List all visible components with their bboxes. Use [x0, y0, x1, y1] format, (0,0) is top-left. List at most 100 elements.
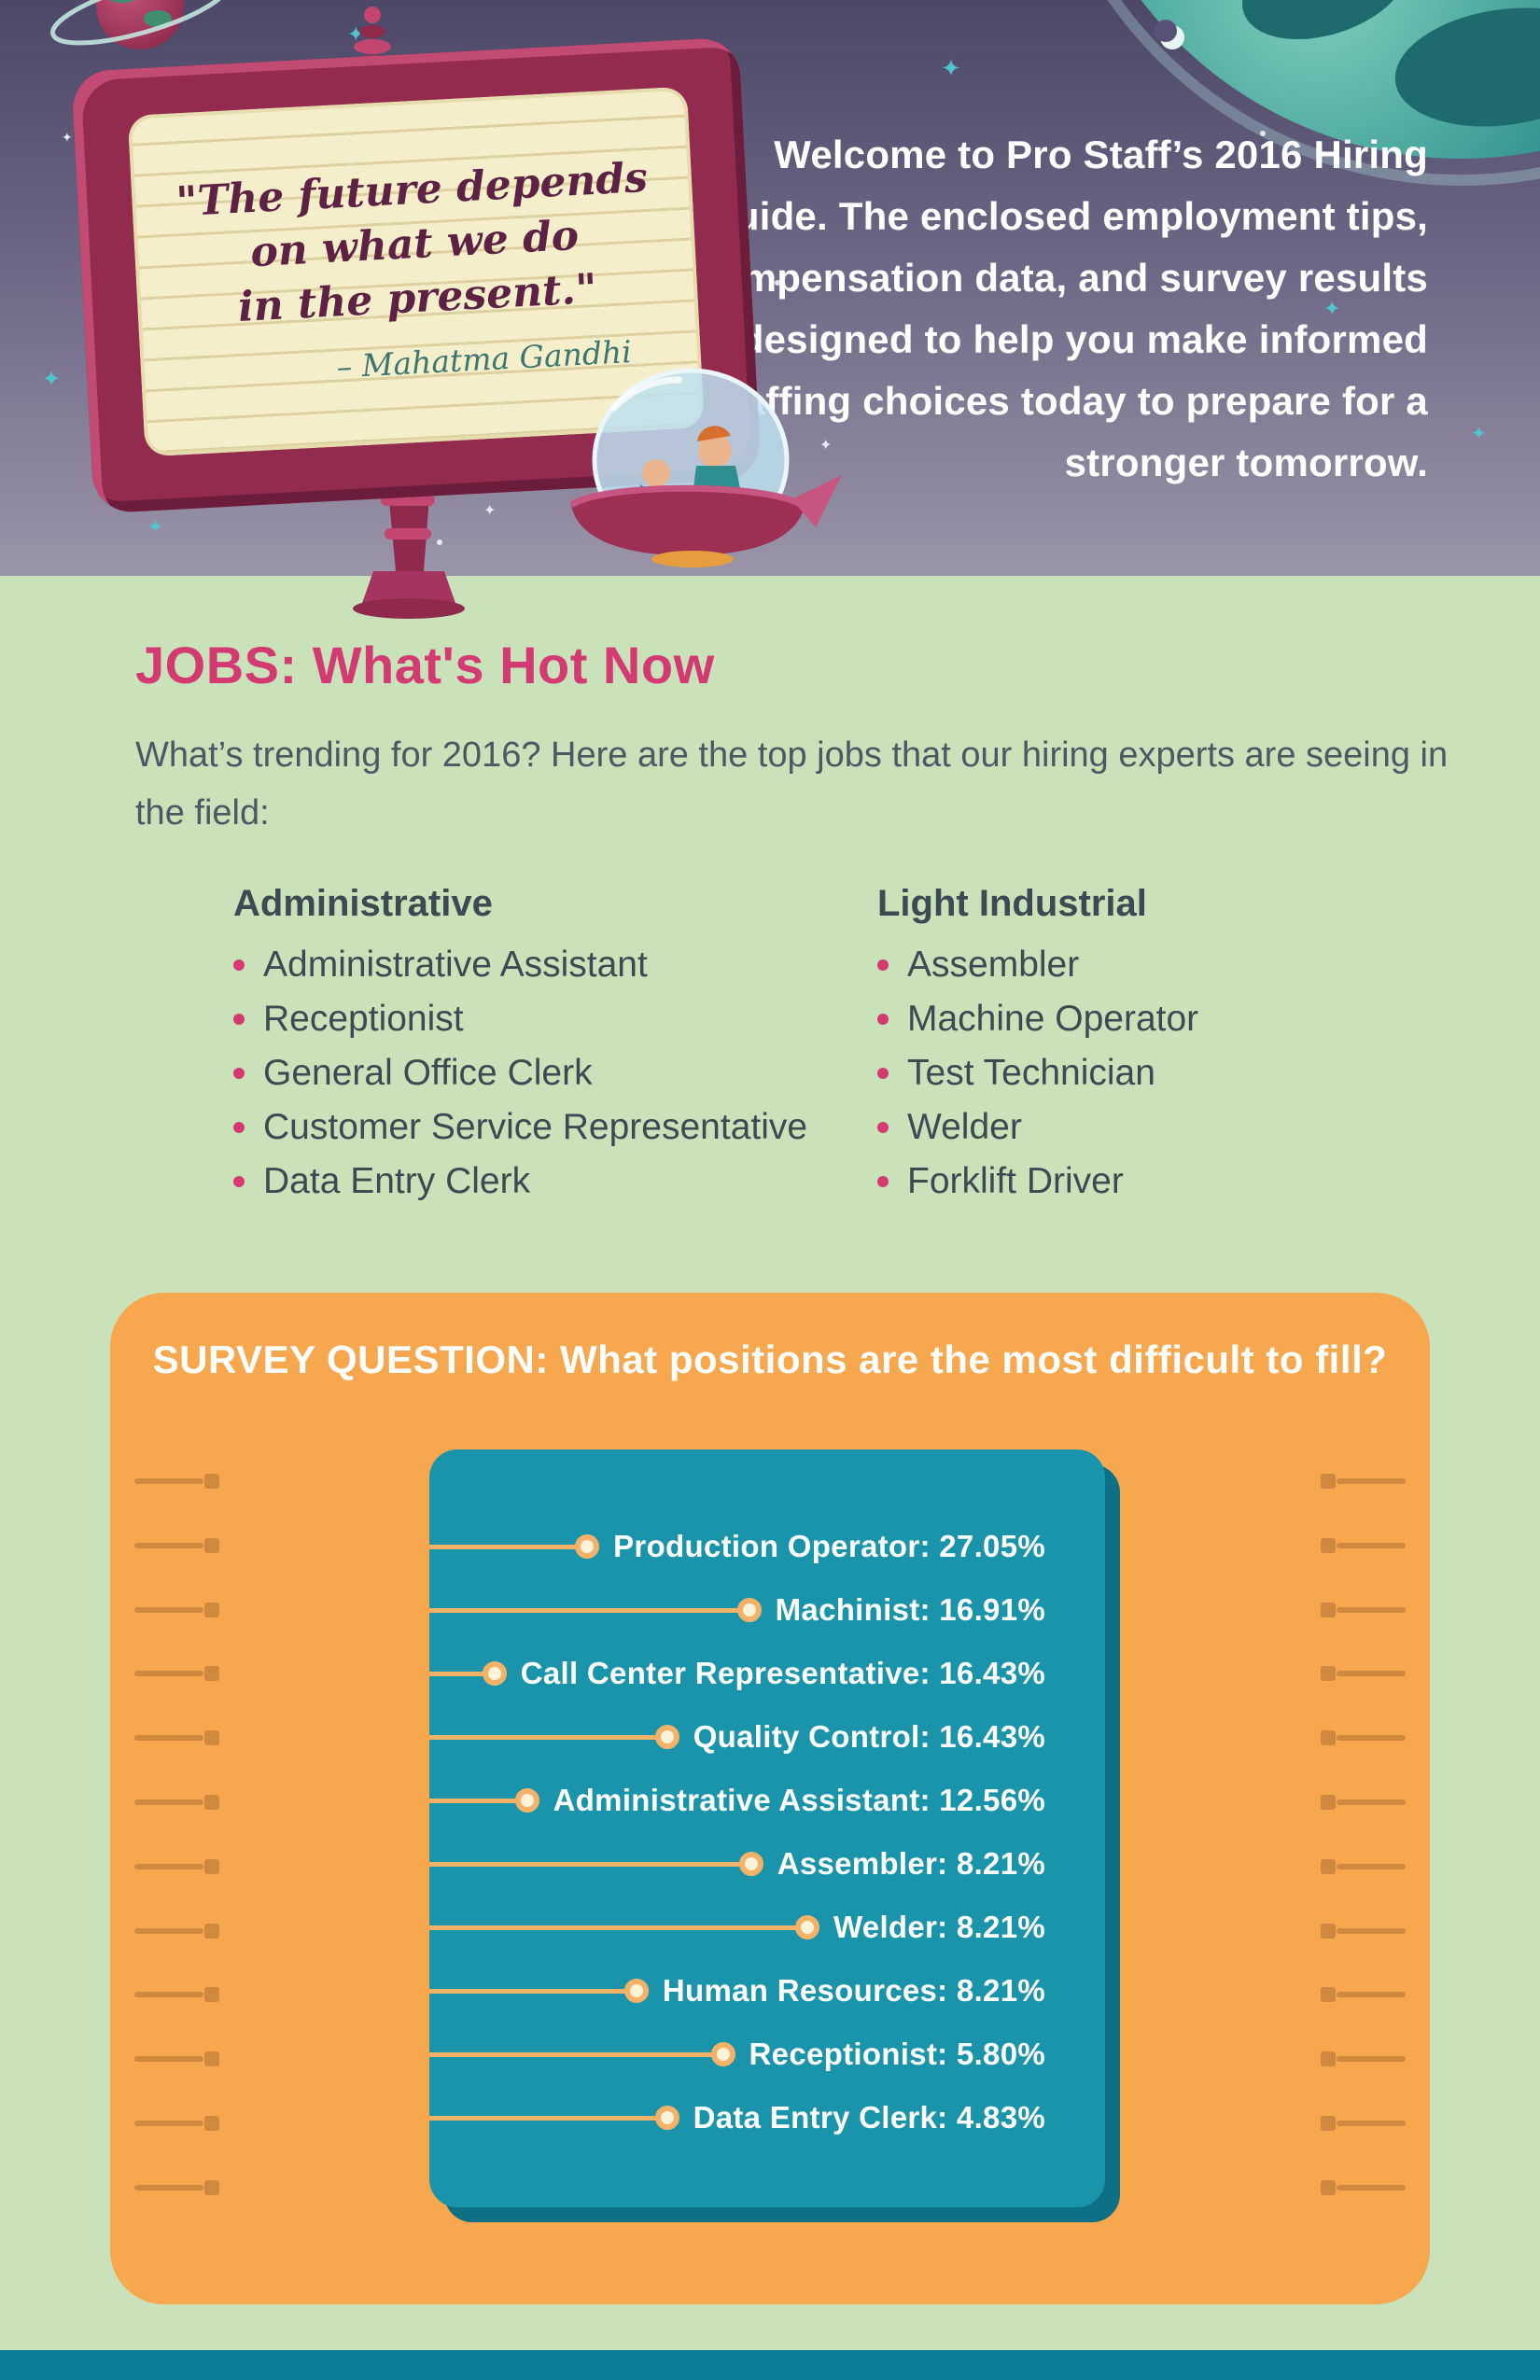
job-item: Machine Operator [877, 992, 1198, 1046]
chart-row-label: Data Entry Clerk: 4.83% [693, 2100, 1045, 2135]
star-dot-icon [775, 280, 780, 286]
quote-text: "The future depends on what we do in the p… [157, 149, 672, 338]
job-list: Assembler Machine Operator Test Technician… [877, 938, 1198, 1209]
chart-point-icon [736, 1598, 762, 1622]
job-list: Administrative Assistant Receptionist Gene… [233, 938, 807, 1209]
decorative-rung-icon [134, 1603, 219, 1617]
bullet-icon [233, 1014, 245, 1025]
bullet-icon [877, 959, 889, 971]
decorative-rung-icon [1321, 1924, 1406, 1939]
chart-row-label: Call Center Representative: 16.43% [520, 1656, 1045, 1690]
decorative-rung-icon [1321, 1795, 1406, 1810]
job-item-label: Forklift Driver [907, 1161, 1124, 1201]
job-item-label: General Office Clerk [263, 1053, 593, 1093]
decorative-rung-icon [134, 1730, 219, 1745]
job-item: Forklift Driver [877, 1155, 1198, 1209]
job-item-label: Test Technician [907, 1053, 1155, 1093]
star-dot-icon [1260, 131, 1266, 136]
job-item-label: Assembler [907, 945, 1080, 985]
chart-row-label: Quality Control: 16.43% [693, 1719, 1045, 1754]
spaceship-icon [569, 368, 842, 567]
bullet-icon [233, 1068, 245, 1079]
decorative-rung-icon [134, 1538, 219, 1553]
chart-point-icon [514, 1788, 539, 1813]
chart-row: Administrative Assistant: 12.56% [429, 1769, 1105, 1832]
decorative-rung-icon [134, 1987, 219, 2002]
survey-card: SURVEY QUESTION: What positions are the … [110, 1293, 1430, 2304]
decorative-rung-icon [1321, 2180, 1406, 2195]
chart-line [429, 1988, 625, 1994]
chart-line [429, 1734, 656, 1740]
chart-row: Production Operator: 27.05% [429, 1515, 1105, 1578]
job-item-label: Administrative Assistant [263, 945, 648, 985]
decorative-rung-icon [1321, 1987, 1406, 2002]
decorative-rung-icon [1321, 1538, 1406, 1553]
job-item: Test Technician [877, 1046, 1198, 1100]
decorative-rung-icon [1321, 1666, 1406, 1681]
chart-row: Machinist: 16.91% [429, 1578, 1105, 1642]
job-item-label: Welder [907, 1107, 1022, 1147]
decorative-rung-icon [134, 1924, 219, 1939]
chart-row: Data Entry Clerk: 4.83% [429, 2086, 1105, 2149]
job-item-label: Machine Operator [907, 999, 1199, 1039]
decorative-rung-icon [1321, 1474, 1406, 1489]
welcome-line: stronger tomorrow. [1064, 441, 1428, 484]
bullet-icon [877, 1014, 889, 1025]
job-column: Light Industrial Assembler Machine Operat… [877, 883, 1198, 1209]
bullet-icon [233, 1122, 245, 1133]
welcome-line: staffing choices today to prepare for a [708, 379, 1428, 423]
chart-line [429, 2051, 712, 2057]
job-item: General Office Clerk [233, 1046, 807, 1100]
chart-row-label: Assembler: 8.21% [777, 1846, 1045, 1881]
job-item: Receptionist [233, 992, 807, 1046]
bullet-icon [877, 1176, 889, 1187]
job-column: Administrative Administrative Assistant R… [233, 883, 807, 1209]
decorative-rung-icon [134, 2051, 219, 2066]
jobs-section-title: JOBS: What's Hot Now [135, 636, 715, 694]
job-column-header: Light Industrial [877, 883, 1147, 924]
decorative-rung-icon [1321, 1603, 1406, 1617]
welcome-line: Welcome to Pro Staff’s 2016 Hiring [774, 133, 1428, 176]
chart-point-icon [738, 1852, 763, 1876]
chart-row-label: Human Resources: 8.21% [662, 1973, 1045, 2008]
chart-point-icon [482, 1661, 507, 1686]
chart-point-icon [710, 2042, 735, 2066]
chart-line [429, 1861, 740, 1867]
planet-ringed-icon [50, 0, 230, 49]
welcome-text: Welcome to Pro Staff’s 2016 Hiring Guide.… [513, 124, 1428, 494]
chart-row: Human Resources: 8.21% [429, 1959, 1105, 2023]
chart-row: Call Center Representative: 16.43% [429, 1642, 1105, 1705]
job-item-label: Data Entry Clerk [263, 1161, 531, 1201]
job-item: Assembler [877, 938, 1198, 992]
decorative-rung-icon [1321, 1730, 1406, 1745]
chart-point-icon [654, 2106, 679, 2130]
chart-line [429, 1798, 516, 1803]
survey-question-title: SURVEY QUESTION: What positions are the … [152, 1337, 1388, 1381]
job-item: Welder [877, 1100, 1198, 1155]
moon-icon [1155, 20, 1184, 49]
job-column-header: Administrative [233, 883, 493, 924]
welcome-line: Guide. The enclosed employment tips, [704, 194, 1428, 238]
welcome-line: compensation data, and survey results [695, 256, 1428, 300]
decorative-rung-icon [134, 2180, 219, 2195]
chart-row-label: Production Operator: 27.05% [613, 1529, 1045, 1563]
survey-chart-panel: Production Operator: 27.05% Machinist: 1… [429, 1449, 1105, 2207]
bullet-icon [233, 959, 245, 971]
chart-line [429, 1925, 796, 1930]
planet-large-icon [1107, 0, 1540, 186]
decorative-rung-icon [134, 1474, 219, 1489]
bullet-icon [233, 1176, 245, 1187]
decorative-rung-icon [1321, 2051, 1406, 2066]
decorative-rung-icon [134, 1859, 219, 1874]
job-item: Data Entry Clerk [233, 1155, 807, 1209]
welcome-line: are designed to help you make informed [669, 317, 1428, 361]
job-item: Customer Service Representative [233, 1100, 807, 1155]
footer-bar [0, 2350, 1540, 2380]
chart-row: Assembler: 8.21% [429, 1832, 1105, 1896]
chart-point-icon [654, 1725, 679, 1749]
chart-line [429, 1544, 577, 1549]
chart-row-label: Administrative Assistant: 12.56% [553, 1783, 1045, 1817]
jobs-intro: What’s trending for 2016? Here are the t… [135, 735, 1449, 833]
decorative-rung-icon [134, 1666, 219, 1681]
